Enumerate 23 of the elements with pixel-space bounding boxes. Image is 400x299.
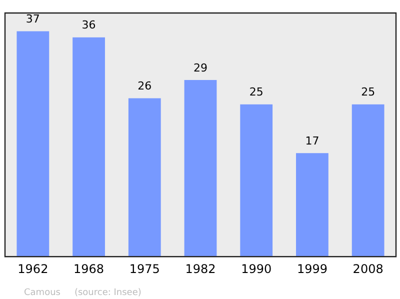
- bar: [128, 98, 161, 257]
- x-tick-label: 1962: [18, 262, 48, 276]
- data-label: 25: [361, 86, 376, 99]
- bar: [240, 104, 273, 257]
- data-label: 37: [26, 12, 40, 26]
- text: Camous: [24, 288, 61, 298]
- x-tick-label: 1975: [129, 262, 160, 276]
- bar: [184, 80, 217, 257]
- data-label: 36: [82, 18, 96, 32]
- x-tick-label: 2008: [352, 262, 384, 276]
- data-label: 29: [194, 61, 208, 74]
- x-tick-label: 1968: [74, 262, 104, 276]
- bar: [352, 104, 384, 257]
- x-tick-label: 1982: [185, 262, 216, 276]
- bar: [16, 31, 50, 257]
- x-tick-label: 1999: [296, 262, 328, 276]
- text: (source: Insee): [74, 288, 142, 298]
- data-label: 25: [249, 86, 264, 99]
- x-tick-label: 1990: [241, 262, 272, 276]
- bar: [72, 37, 105, 257]
- data-label: 26: [138, 80, 152, 93]
- bar: [296, 153, 328, 257]
- data-label: 17: [305, 134, 320, 148]
